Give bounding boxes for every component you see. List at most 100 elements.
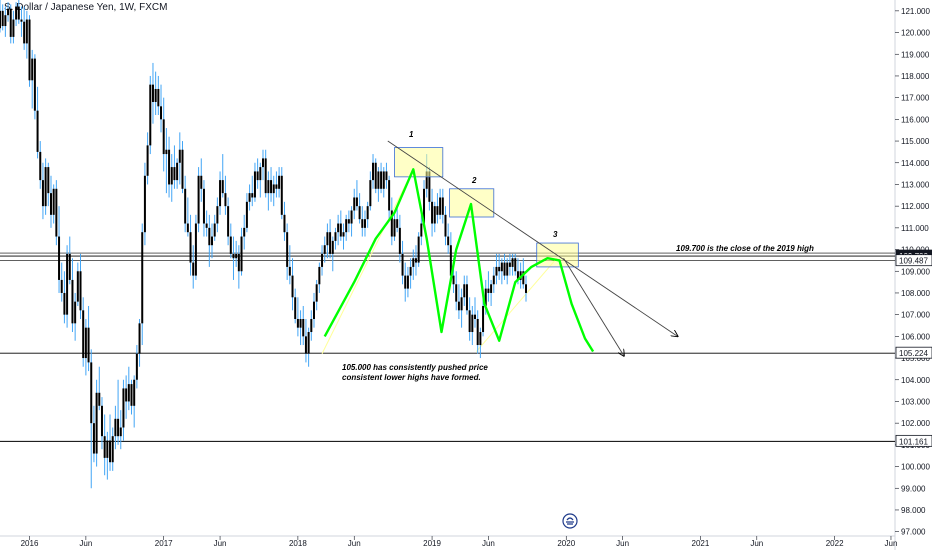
candle-body [283, 214, 286, 233]
candle-body [117, 418, 120, 437]
x-tick-label: Jun [214, 539, 227, 548]
candle-body [425, 171, 428, 189]
price-label-box [895, 346, 932, 359]
candle-body [366, 206, 369, 220]
candle-body [484, 288, 487, 306]
candle-body [393, 219, 396, 237]
y-tick-label: 120.000 [901, 29, 930, 38]
candle-body [396, 219, 399, 228]
candle-body [382, 171, 385, 189]
candle-body [514, 258, 517, 272]
candle-body [200, 175, 203, 189]
candle-body [211, 236, 214, 246]
candle-body [347, 219, 350, 224]
candle-body [90, 362, 93, 424]
candle-body [350, 210, 353, 224]
candle-body [135, 353, 138, 380]
candle-body [468, 310, 471, 333]
candle-body [157, 88, 160, 107]
annotation-high-note: 109.700 is the close of the 2019 high [676, 244, 814, 253]
y-tick-label: 103.000 [901, 397, 930, 406]
candle-body [205, 223, 208, 228]
y-tick-label: 113.000 [901, 180, 930, 189]
candle-body [355, 197, 358, 207]
candle-body [17, 6, 20, 20]
candle-body [74, 301, 77, 324]
candle-body [160, 106, 163, 120]
candle-body [482, 305, 485, 333]
candle-body [508, 262, 511, 267]
candle-body [162, 119, 165, 155]
candle-body [221, 180, 224, 194]
candle-body [12, 19, 15, 37]
candle-body [264, 158, 267, 194]
candle-body [361, 219, 364, 228]
candle-body [52, 188, 55, 215]
candle-body [380, 171, 383, 189]
candle-body [66, 253, 69, 315]
candle-body [9, 8, 12, 37]
price-label-box [895, 254, 932, 267]
y-tick-label: 115.000 [901, 137, 930, 146]
candle-body [331, 240, 334, 254]
candle-body [492, 275, 495, 285]
candle-body [216, 206, 219, 224]
x-tick-label: 2018 [289, 539, 307, 548]
candle-body [312, 301, 315, 319]
y-tick-label: 97.000 [901, 528, 926, 537]
candle-body [353, 197, 356, 211]
candle-body [84, 327, 87, 359]
candle-body [272, 184, 275, 194]
price-label: 109.487 [895, 254, 932, 267]
candle-body [406, 275, 409, 289]
candle-body [385, 171, 388, 181]
candle-body [189, 232, 192, 263]
y-tick-label: 100.000 [901, 463, 930, 472]
candle-body [439, 197, 442, 215]
candle-body [261, 158, 264, 168]
candle-body [4, 15, 7, 27]
candle-body [412, 258, 415, 267]
candle-body [315, 284, 318, 302]
candle-body [369, 180, 372, 207]
candle-body [25, 19, 28, 44]
candle-body [436, 206, 439, 215]
candle-body [0, 10, 1, 29]
candle-body [500, 262, 503, 272]
box-label-2: 2 [471, 176, 477, 185]
candle-body [178, 149, 181, 163]
candle-body [471, 314, 474, 333]
candle-body [240, 236, 243, 272]
candle-body [47, 167, 50, 194]
candle-body [227, 206, 230, 237]
candle-body [409, 266, 412, 276]
candle-body [506, 262, 509, 276]
candle-body [119, 427, 122, 437]
x-tick-label: 2021 [692, 539, 710, 548]
candle-body [363, 219, 366, 228]
candle-body [146, 145, 149, 176]
descending-trend-line[interactable] [387, 140, 678, 336]
candle-body [490, 284, 493, 293]
candle-body [192, 262, 195, 276]
price-axis-border [0, 0, 896, 550]
candle-body [441, 197, 444, 215]
candle-body [444, 214, 447, 237]
candle-body [428, 171, 431, 202]
yellow-trend-line [475, 257, 558, 352]
candle-body [44, 167, 47, 207]
candle-body [208, 227, 211, 246]
candle-body [109, 440, 112, 463]
y-tick-label: 112.000 [901, 202, 930, 211]
projection-arrow[interactable] [563, 257, 624, 356]
price-label-text: 101.161 [899, 437, 928, 446]
candle-body [79, 271, 82, 311]
candle-body [321, 253, 324, 267]
candle-body [68, 253, 71, 280]
candle-body [372, 162, 375, 181]
candle-body [143, 175, 146, 233]
x-tick-label: Jun [885, 539, 898, 548]
price-label: 101.161 [895, 434, 932, 447]
price-label-box [895, 434, 932, 447]
